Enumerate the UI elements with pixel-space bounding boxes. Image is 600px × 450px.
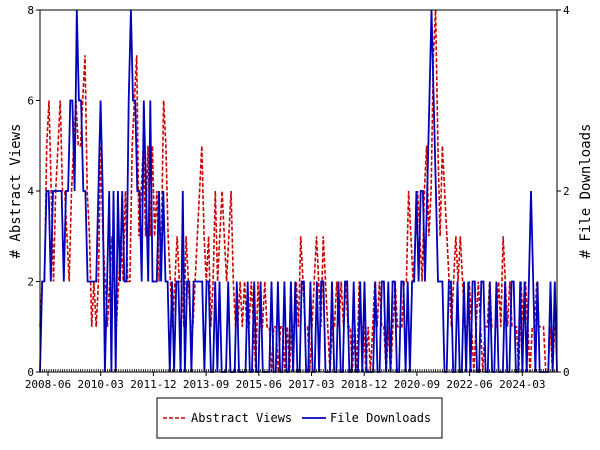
y-axis-left-title: # Abstract Views xyxy=(8,124,24,259)
x-tick-label: 2017-03 xyxy=(288,378,334,391)
legend-box xyxy=(156,397,443,439)
x-tick-label: 2022-06 xyxy=(446,378,492,391)
legend-label-file-downloads: File Downloads xyxy=(330,411,431,425)
y-left-tick-label: 8 xyxy=(27,4,34,17)
axes: 2008-06 2010-03 2011-12 2013-09 2015-06 2017-… xyxy=(25,4,570,391)
y-left-tick-label: 0 xyxy=(27,366,34,379)
x-tick-label: 2010-03 xyxy=(78,378,124,391)
x-tick-label: 2020-09 xyxy=(394,378,440,391)
plot-area xyxy=(39,9,558,373)
y-axis-right-title: # File Downloads xyxy=(578,124,594,259)
y-left-tick-label: 6 xyxy=(27,95,34,108)
y-right-tick-label: 4 xyxy=(563,4,570,17)
y-left-tick-label: 4 xyxy=(27,185,34,198)
x-tick-label: 2018-12 xyxy=(341,378,387,391)
y-right-tick-label: 2 xyxy=(563,185,570,198)
series-line-abstract-views xyxy=(39,9,557,373)
y-left-tick-label: 2 xyxy=(27,276,34,289)
x-tick-label: 2011-12 xyxy=(130,378,176,391)
x-tick-label: 2013-09 xyxy=(183,378,229,391)
legend: Abstract Views File Downloads xyxy=(156,397,443,439)
x-tick-label: 2015-06 xyxy=(236,378,282,391)
legend-label-abstract-views: Abstract Views xyxy=(191,411,292,425)
x-tick-label: 2024-03 xyxy=(499,378,545,391)
x-tick-label: 2008-06 xyxy=(25,378,71,391)
y-right-tick-label: 0 xyxy=(563,366,570,379)
